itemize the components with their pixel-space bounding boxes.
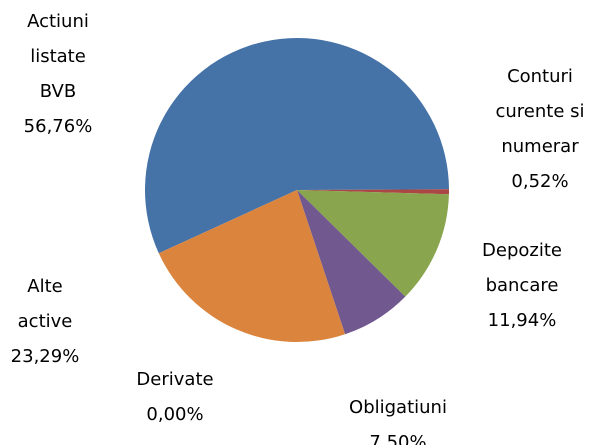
- pie-slice: [297, 190, 449, 297]
- category-name: Obligatiuni: [349, 397, 447, 418]
- value-label: 0,00%: [146, 404, 204, 425]
- slice-label: Obligatiuni 7,50%: [328, 390, 468, 445]
- category-name: Actiuni listate BVB: [27, 11, 89, 102]
- category-name: Derivate: [136, 369, 214, 390]
- value-label: 7,50%: [369, 432, 427, 445]
- pie-slice: [297, 189, 449, 195]
- slice-label: Derivate 0,00%: [115, 362, 235, 432]
- slice-label: Actiuni listate BVB 56,76%: [16, 4, 100, 144]
- pie-slice: [158, 190, 346, 342]
- category-name: Depozite bancare: [482, 240, 562, 296]
- pie-slice: [297, 190, 406, 335]
- slice-label: Alte active 23,29%: [10, 269, 80, 374]
- slice-label: Conturi curente si numerar 0,52%: [485, 59, 595, 199]
- value-label: 0,52%: [511, 171, 569, 192]
- slice-label: Depozite bancare 11,94%: [467, 233, 577, 338]
- value-label: 56,76%: [23, 116, 93, 137]
- value-label: 11,94%: [487, 310, 557, 331]
- category-name: Conturi curente si numerar: [495, 66, 585, 157]
- pie-slice: [145, 38, 449, 254]
- value-label: 23,29%: [10, 346, 80, 367]
- category-name: Alte active: [17, 276, 73, 332]
